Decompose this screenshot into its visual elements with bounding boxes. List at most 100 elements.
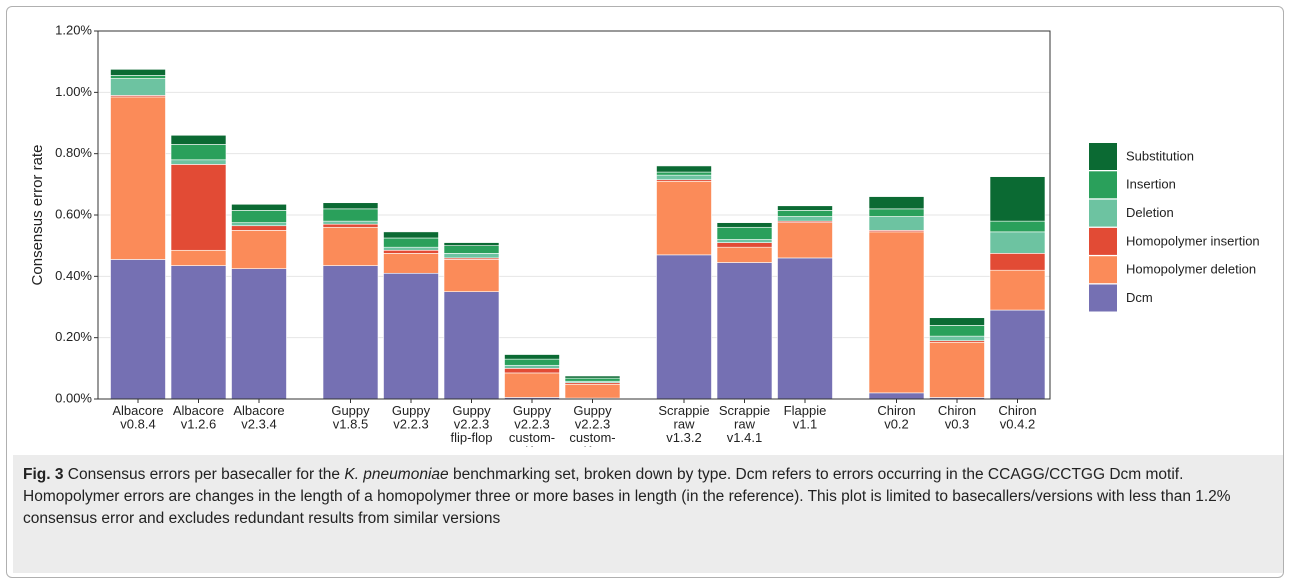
x-tick-label: Flappie v1.1 xyxy=(784,403,827,432)
bar-segment xyxy=(443,242,500,246)
legend-label: Homopolymer insertion xyxy=(1126,233,1260,248)
bar-segment xyxy=(322,265,379,400)
bar-segment xyxy=(322,202,379,210)
bar-segment xyxy=(322,208,379,222)
bar-segment xyxy=(716,242,773,248)
x-tick-label: Albacore v0.8.4 xyxy=(112,403,163,432)
bar-segment xyxy=(443,245,500,254)
bar-segment xyxy=(504,368,560,374)
bar-segment xyxy=(929,341,985,398)
bar-segment xyxy=(322,220,379,225)
y-tick-label: 0.80% xyxy=(55,145,92,160)
bar-segment xyxy=(231,222,287,227)
bar-segment xyxy=(656,180,712,256)
bar-segment xyxy=(564,375,621,379)
bar-segment xyxy=(110,78,166,96)
bar-segment xyxy=(383,246,439,251)
figure: Consensus error rate 0.00% 0.20% 0.40% 0.60… xyxy=(6,6,1284,578)
bar-segment xyxy=(170,265,227,400)
bar-segment xyxy=(383,272,439,400)
bar-segment xyxy=(564,383,621,399)
x-tick-label: Scrappie raw v1.3.2 xyxy=(658,403,709,445)
legend-swatch xyxy=(1089,143,1117,170)
bar-segment xyxy=(170,144,227,161)
bar-segment xyxy=(443,259,500,292)
chart: Consensus error rate 0.00% 0.20% 0.40% 0.60… xyxy=(29,22,1260,447)
caption-species: K. pneumoniae xyxy=(344,466,449,483)
caption-text: Consensus errors per basecaller for the xyxy=(67,466,345,483)
bar-segment xyxy=(110,75,166,79)
bar-segment xyxy=(989,220,1046,233)
bar-segment xyxy=(110,69,166,76)
bar-segment xyxy=(231,203,287,211)
x-tick-label: Guppy v2.2.3 flip-flop xyxy=(451,403,493,445)
legend-swatch xyxy=(1089,171,1117,199)
bar-segment xyxy=(443,253,500,259)
x-tick-label: Scrappie raw v1.4.1 xyxy=(719,403,770,445)
bar-segment xyxy=(322,223,379,228)
bar-segment xyxy=(170,164,227,251)
bar-segment xyxy=(989,253,1046,271)
x-tick-label: Chiron v0.3 xyxy=(938,403,976,432)
legend-label: Insertion xyxy=(1126,177,1176,192)
bar-segment xyxy=(656,165,712,173)
bar-segment xyxy=(777,210,833,217)
bar-segment xyxy=(322,226,379,266)
bar-segment xyxy=(504,364,560,369)
legend-swatch xyxy=(1089,199,1117,227)
x-tick-label: Albacore v2.3.4 xyxy=(233,403,284,432)
bar-segment xyxy=(868,216,925,231)
bar-segment xyxy=(170,249,227,266)
bar-segment xyxy=(383,237,439,248)
legend-swatch xyxy=(1089,256,1117,284)
bar-segment xyxy=(716,226,773,240)
bar-segment xyxy=(716,262,773,400)
bar-segment xyxy=(989,269,1046,311)
bar-segment xyxy=(504,372,560,398)
bar-segment xyxy=(231,225,287,231)
bar-segment xyxy=(929,325,985,337)
y-tick-label: 0.20% xyxy=(55,329,92,344)
bar-segment xyxy=(383,231,439,239)
bar-segment xyxy=(777,222,833,259)
legend-swatch xyxy=(1089,227,1117,255)
bar-segment xyxy=(383,253,439,274)
caption-text: benchmarking set, broken down by type. D… xyxy=(23,466,1231,527)
plot-border xyxy=(97,30,1051,400)
legend-label: Substitution xyxy=(1126,148,1194,163)
x-tick-label: Guppy v1.8.5 xyxy=(331,403,370,432)
bar-segment xyxy=(777,205,833,211)
y-tick-label: 1.00% xyxy=(55,84,92,99)
bar-segment xyxy=(716,246,773,263)
bar-segment xyxy=(383,249,439,254)
bar-segment xyxy=(504,354,560,360)
bar-segment xyxy=(231,230,287,269)
bar-segment xyxy=(564,377,621,382)
bar-segment xyxy=(777,257,833,400)
bar-segment xyxy=(656,174,712,181)
legend-label: Dcm xyxy=(1126,290,1153,305)
y-axis-title: Consensus error rate xyxy=(29,145,46,286)
bar-segment xyxy=(868,231,925,394)
bar-segment xyxy=(929,335,985,342)
y-tick-label: 1.20% xyxy=(55,22,92,37)
x-tick-label: Chiron v0.4.2 xyxy=(998,403,1036,432)
bar-segment xyxy=(716,239,773,243)
bar-segment xyxy=(989,176,1046,222)
bar-segment xyxy=(929,317,985,326)
bar-segment xyxy=(170,134,227,145)
bar-segment xyxy=(231,210,287,223)
bar-segment xyxy=(504,358,560,366)
bar-segment xyxy=(989,309,1046,400)
legend-label: Homopolymer deletion xyxy=(1126,262,1256,277)
y-tick-label: 0.00% xyxy=(55,390,92,405)
bar-segment xyxy=(110,259,166,400)
bar-segment xyxy=(989,231,1046,254)
bar-segment xyxy=(110,96,166,260)
caption: Fig. 3 Consensus errors per basecaller f… xyxy=(13,455,1283,573)
bar-segment xyxy=(170,159,227,165)
x-tick-label: Guppy v2.2.3 xyxy=(392,403,431,432)
legend-swatch xyxy=(1089,284,1117,312)
